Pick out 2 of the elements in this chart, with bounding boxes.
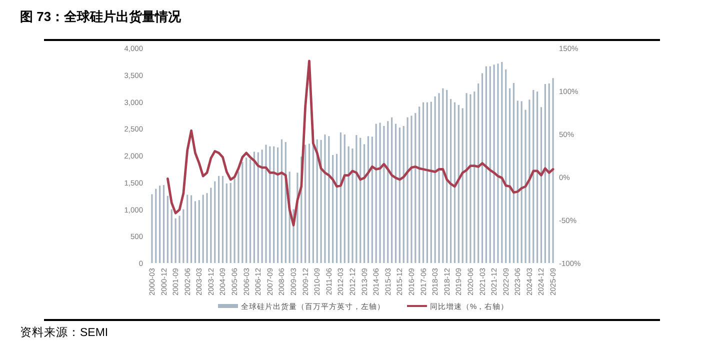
chart-title: 图 73：全球硅片出货量情况 [20,9,182,24]
text: 资料来源：SEMI [20,326,108,339]
